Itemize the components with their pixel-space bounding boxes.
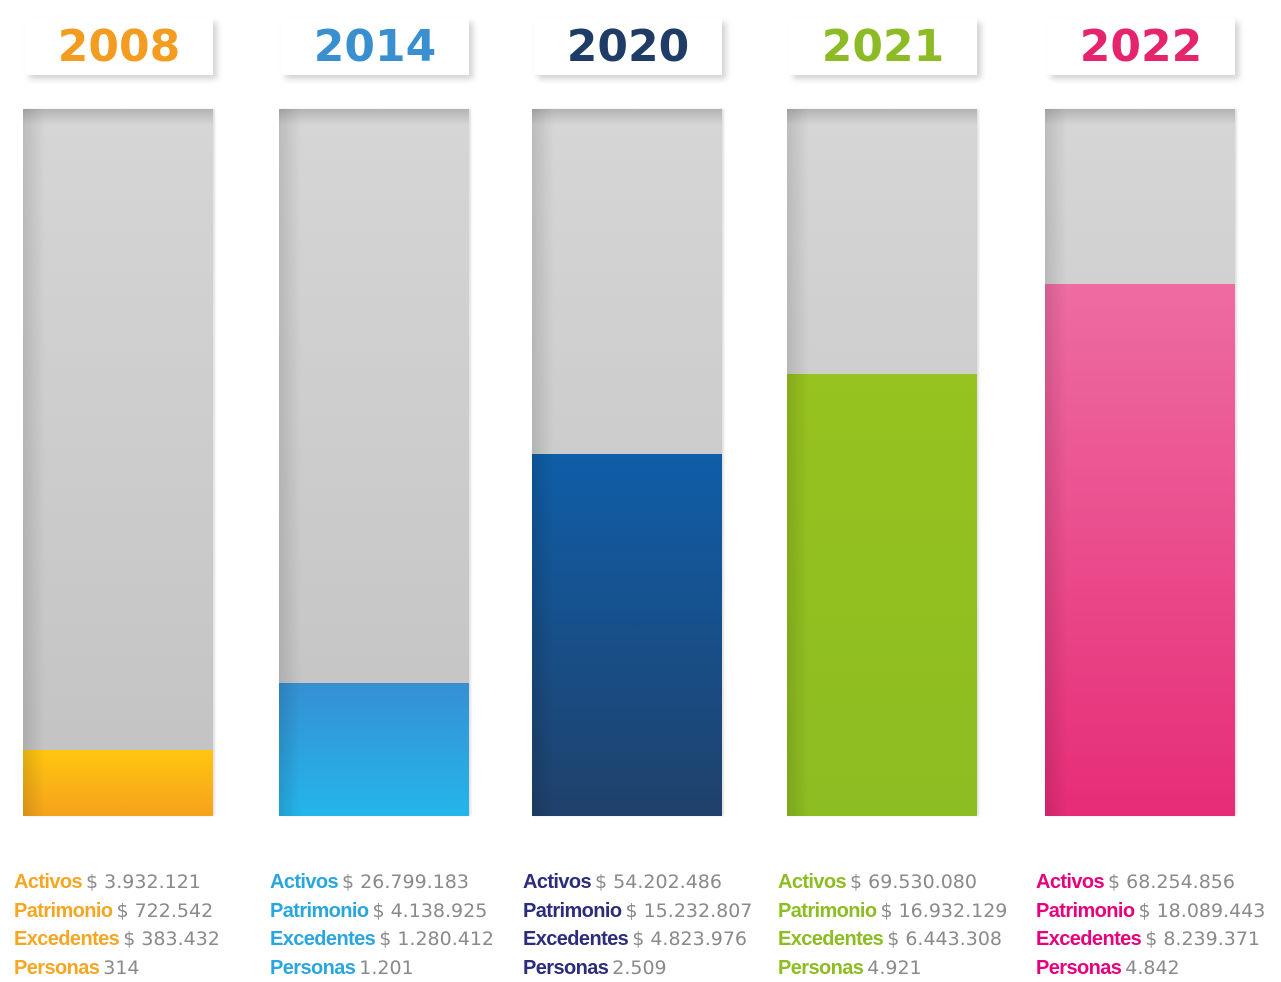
stat-value: $ 4.823.976 [632, 928, 747, 950]
stat-label: Personas [523, 957, 608, 979]
stat-label: Patrimonio [778, 900, 876, 922]
stat-label: Patrimonio [1036, 900, 1134, 922]
bar-fill [23, 750, 213, 816]
stat-row: Patrimonio$ 18.089.443 [1036, 897, 1281, 926]
stat-row: Activos$ 26.799.183 [270, 868, 530, 897]
stat-row: Excedentes$ 1.280.412 [270, 925, 530, 954]
stat-label: Patrimonio [523, 900, 621, 922]
bar-track [279, 109, 469, 816]
bar-track [787, 109, 977, 816]
stat-label: Personas [270, 957, 355, 979]
stat-value: $ 383.432 [123, 928, 220, 950]
stat-label: Activos [778, 871, 846, 893]
stat-value: $ 3.932.121 [86, 871, 201, 893]
bar-fill [787, 374, 977, 816]
stat-value: $ 16.932.129 [880, 900, 1007, 922]
stat-label: Activos [14, 871, 82, 893]
year-label: 2014 [281, 18, 469, 75]
stat-row: Patrimonio$ 722.542 [14, 897, 274, 926]
stat-row: Excedentes$ 6.443.308 [778, 925, 1038, 954]
stat-label: Personas [1036, 957, 1121, 979]
stat-row: Patrimonio$ 16.932.129 [778, 897, 1038, 926]
year-label: 2008 [25, 18, 213, 75]
stat-value: 314 [103, 957, 139, 979]
stat-value: $ 18.089.443 [1138, 900, 1265, 922]
stat-label: Personas [14, 957, 99, 979]
stat-row: Excedentes$ 8.239.371 [1036, 925, 1281, 954]
bar-fill [532, 454, 722, 816]
stat-label: Personas [778, 957, 863, 979]
stat-label: Excedentes [14, 928, 119, 950]
stat-value: $ 54.202.486 [595, 871, 722, 893]
stat-label: Patrimonio [14, 900, 112, 922]
stat-label: Patrimonio [270, 900, 368, 922]
stat-value: 4.842 [1125, 957, 1179, 979]
stat-row: Excedentes$ 383.432 [14, 925, 274, 954]
stat-value: $ 8.239.371 [1145, 928, 1260, 950]
stat-value: $ 6.443.308 [887, 928, 1002, 950]
stat-value: $ 26.799.183 [342, 871, 469, 893]
stat-label: Excedentes [778, 928, 883, 950]
year-label: 2021 [789, 18, 977, 75]
stat-value: $ 15.232.807 [625, 900, 752, 922]
stat-row: Activos$ 69.530.080 [778, 868, 1038, 897]
stat-label: Activos [270, 871, 338, 893]
stat-value: 2.509 [612, 957, 666, 979]
year-label: 2022 [1047, 18, 1235, 75]
stat-value: 1.201 [359, 957, 413, 979]
stat-row: Patrimonio$ 15.232.807 [523, 897, 783, 926]
stat-label: Activos [523, 871, 591, 893]
stat-label: Activos [1036, 871, 1104, 893]
stat-value: $ 68.254.856 [1108, 871, 1235, 893]
bar-track [532, 109, 722, 816]
stat-value: $ 69.530.080 [850, 871, 977, 893]
stat-row: Activos$ 3.932.121 [14, 868, 274, 897]
stat-label: Excedentes [270, 928, 375, 950]
stat-row: Activos$ 68.254.856 [1036, 868, 1281, 897]
stat-value: $ 4.138.925 [372, 900, 487, 922]
stat-value: $ 722.542 [116, 900, 213, 922]
stat-label: Excedentes [523, 928, 628, 950]
year-label: 2020 [534, 18, 722, 75]
stat-value: $ 1.280.412 [379, 928, 494, 950]
bar-track [23, 109, 213, 816]
bar-fill [1045, 284, 1235, 816]
stat-row: Patrimonio$ 4.138.925 [270, 897, 530, 926]
stat-value: 4.921 [867, 957, 921, 979]
stat-row: Excedentes$ 4.823.976 [523, 925, 783, 954]
stat-row: Activos$ 54.202.486 [523, 868, 783, 897]
bar-fill [279, 683, 469, 816]
bar-track [1045, 109, 1235, 816]
stat-label: Excedentes [1036, 928, 1141, 950]
